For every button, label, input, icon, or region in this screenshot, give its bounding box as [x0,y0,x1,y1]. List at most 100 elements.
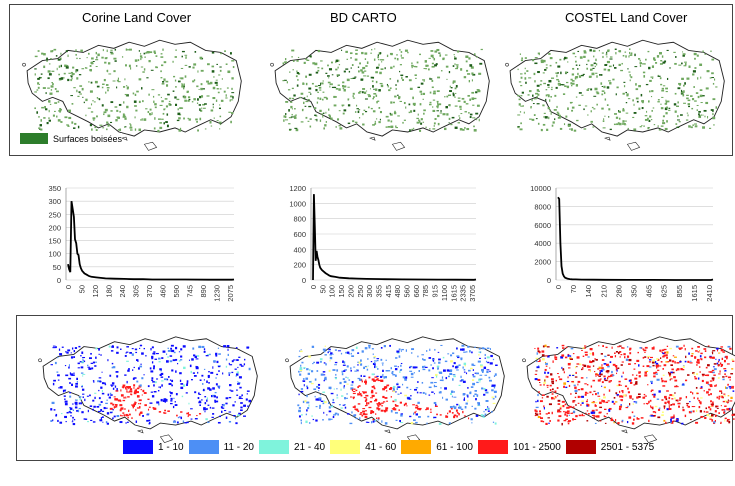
y-tick-label: 400 [293,245,306,254]
x-tick-label: 200 [346,285,355,298]
x-tick-label: 305 [132,285,141,298]
map-title-corine: Corine Land Cover [82,10,192,25]
y-tick-label: 150 [48,237,61,246]
forest-legend: Surfaces boisées [20,133,123,144]
density-legend-swatch [565,440,596,454]
y-tick-label: 0 [302,276,306,285]
map-title-bdcarto: BD CARTO [330,10,397,25]
x-tick-label: 50 [78,285,87,293]
x-tick-label: 625 [660,285,669,298]
density-legend-swatch [258,440,289,454]
forest-map-2 [505,39,725,151]
x-tick-label: 415 [384,285,393,298]
series-line [312,194,477,281]
x-tick-label: 2075 [226,285,235,302]
x-tick-label: 280 [614,285,623,298]
forest-map-0 [22,39,242,151]
x-tick-label: 250 [356,285,365,298]
y-tick-label: 250 [48,210,61,219]
x-tick-label: 0 [64,285,73,289]
x-tick-label: 150 [337,285,346,298]
y-tick-label: 0 [547,276,551,285]
y-tick-label: 50 [53,263,61,272]
density-legend-swatch [477,440,508,454]
y-tick-label: 800 [293,215,306,224]
density-legend-label: 2501 - 5375 [600,441,655,453]
x-tick-label: 180 [105,285,114,298]
x-tick-label: 890 [199,285,208,298]
x-tick-label: 240 [118,285,127,298]
x-tick-label: 785 [421,285,430,298]
x-tick-label: 1615 [690,285,699,302]
x-tick-label: 210 [599,285,608,298]
forest-maps [22,39,725,151]
density-legend-item: 1 - 10 [123,440,184,454]
x-tick-label: 100 [328,285,337,298]
y-tick-label: 0 [57,276,61,285]
density-legend-item: 21 - 40 [258,440,326,454]
density-map-2 [522,336,735,443]
series-line [557,196,714,281]
y-tick-label: 600 [293,230,306,239]
y-tick-label: 2000 [534,258,551,267]
y-tick-label: 1000 [289,199,306,208]
x-tick-label: 350 [630,285,639,298]
x-tick-label: 590 [172,285,181,298]
x-tick-label: 140 [584,285,593,298]
y-tick-label: 4000 [534,239,551,248]
density-legend-swatch [188,440,219,454]
x-tick-label: 460 [159,285,168,298]
x-tick-label: 370 [145,285,154,298]
x-tick-label: 1615 [449,285,458,302]
density-legend-label: 21 - 40 [293,441,326,453]
y-tick-label: 8000 [534,202,551,211]
y-tick-label: 1200 [289,184,306,193]
y-tick-label: 350 [48,184,61,193]
y-tick-label: 10000 [530,184,551,193]
y-tick-label: 300 [48,197,61,206]
forest-map-1 [270,39,490,151]
y-tick-label: 6000 [534,221,551,230]
forest-maps-panel [9,4,733,156]
density-legend-label: 101 - 2500 [512,441,561,453]
y-tick-label: 100 [48,250,61,259]
density-legend-label: 61 - 100 [436,441,473,453]
x-tick-label: 1230 [213,285,222,302]
x-tick-label: 745 [186,285,195,298]
density-legend-item: 41 - 60 [330,440,396,454]
x-tick-label: 660 [412,285,421,298]
histogram-2: 0 2000 4000 6000 8000 10000 0 70 140 210 280 350 465… [530,184,714,302]
density-legend-item: 2501 - 5375 [565,440,655,454]
x-tick-label: 50 [318,285,327,293]
density-legend-swatch [401,440,432,454]
density-maps [38,336,735,443]
x-tick-label: 3705 [468,285,477,302]
x-tick-label: 2410 [705,285,714,302]
map-title-costel: COSTEL Land Cover [565,10,688,25]
x-tick-label: 355 [374,285,383,298]
histogram-0: 0 50 100 150 200 250 300 350 0 50 120 180 240 305 370 4… [48,184,235,302]
x-tick-label: 300 [365,285,374,298]
density-legend-label: 1 - 10 [158,441,184,453]
y-tick-label: 200 [48,223,61,232]
x-tick-label: 70 [569,285,578,293]
x-tick-label: 560 [403,285,412,298]
x-tick-label: 120 [91,285,100,298]
x-tick-label: 0 [309,285,318,289]
density-legend-item: 101 - 2500 [477,440,561,454]
density-legend-item: 61 - 100 [401,440,473,454]
y-tick-label: 200 [293,261,306,270]
forest-legend-swatch [20,133,48,144]
density-legend-label: 11 - 20 [223,441,254,453]
x-tick-label: 2335 [459,285,468,302]
x-tick-label: 480 [393,285,402,298]
density-legend-item: 11 - 20 [188,440,254,454]
density-map-1 [285,336,505,443]
density-map-0 [38,336,258,443]
x-tick-label: 0 [554,285,563,289]
x-tick-label: 1100 [440,285,449,301]
x-tick-label: 915 [431,285,440,298]
density-legend-swatch [123,440,153,454]
